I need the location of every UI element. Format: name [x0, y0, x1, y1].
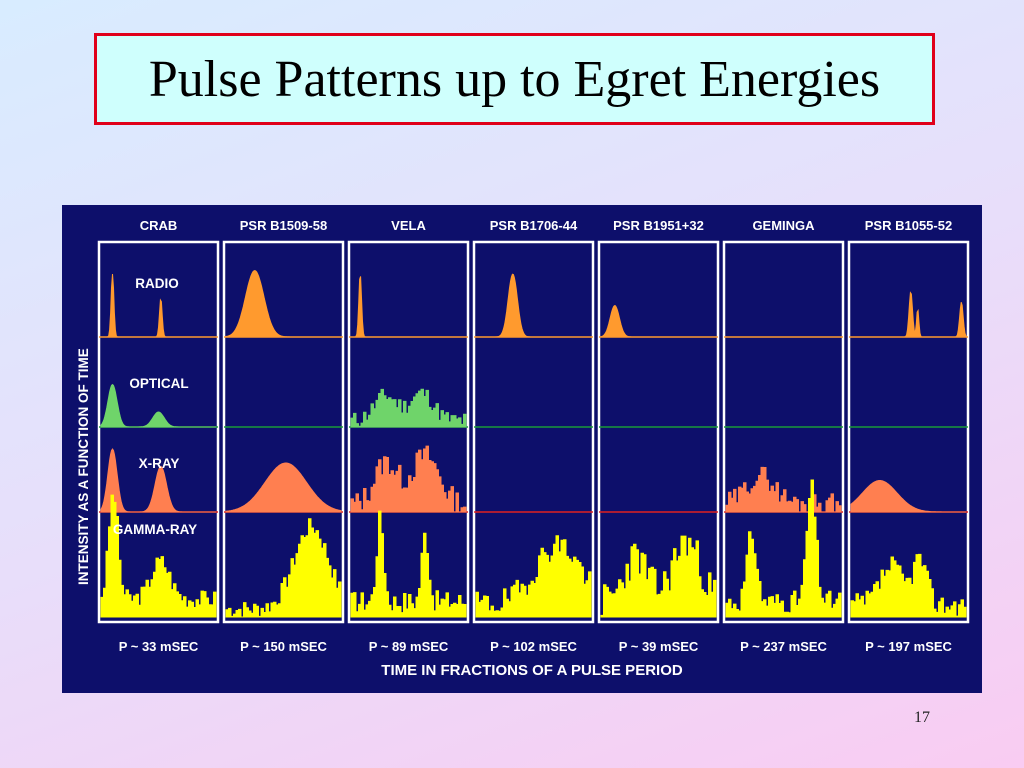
panel-frame: [472, 240, 595, 624]
pulsar-period: P ~ 237 mSEC: [740, 639, 827, 654]
panel-frame: [597, 240, 720, 624]
panel-frame: [222, 240, 345, 624]
pulsar-name: GEMINGA: [752, 218, 815, 233]
xray-band-label: X-RAY: [139, 456, 180, 471]
pulsar-panel: PSR B1951+32 P ~ 39 mSEC: [597, 218, 720, 654]
optical-profile: [350, 388, 467, 428]
page-number: 17: [914, 709, 930, 726]
pulsar-period: P ~ 39 mSEC: [619, 639, 699, 654]
gamma-profile: [100, 494, 217, 618]
pulsar-panel: VELA P ~ 89 mSEC: [347, 218, 470, 654]
pulsar-panel: GEMINGA P ~ 237 mSEC: [722, 218, 845, 654]
gamma-profile: [475, 535, 592, 618]
y-axis-label: INTENSITY AS A FUNCTION OF TIME: [76, 348, 91, 585]
panel-frame: [97, 240, 220, 624]
pulsar-panel: PSR B1509-58 P ~ 150 mSEC: [222, 218, 345, 654]
gamma-band-label: GAMMA-RAY: [113, 522, 197, 537]
pulsar-period: P ~ 150 mSEC: [240, 639, 327, 654]
pulsar-panel: CRAB P ~ 33 mSEC: [97, 218, 220, 654]
xray-profile: [350, 445, 467, 513]
gamma-profile: [600, 535, 717, 618]
radio-profile: [600, 305, 716, 338]
pulsar-panel: PSR B1055-52 P ~ 197 mSEC: [847, 218, 970, 654]
radio-profile: [476, 273, 591, 338]
pulsar-panel: PSR B1706-44 P ~ 102 mSEC: [472, 218, 595, 654]
slide-title: Pulse Patterns up to Egret Energies: [148, 50, 881, 108]
panel-frame: [347, 240, 470, 624]
xray-profile: [725, 466, 842, 513]
gamma-profile: [725, 479, 842, 618]
pulsar-name: PSR B1509-58: [240, 218, 327, 233]
xray-profile: [850, 480, 966, 513]
pulsar-period: P ~ 197 mSEC: [865, 639, 952, 654]
radio-profile: [351, 276, 466, 338]
pulsar-name: PSR B1951+32: [613, 218, 704, 233]
gamma-profile: [850, 553, 967, 618]
radio-band-label: RADIO: [135, 276, 179, 291]
slide-title-box: Pulse Patterns up to Egret Energies: [94, 33, 935, 125]
pulsar-period: P ~ 102 mSEC: [490, 639, 577, 654]
xray-profile: [100, 448, 216, 513]
optical-band-label: OPTICAL: [129, 376, 188, 391]
pulsar-name: PSR B1055-52: [865, 218, 952, 233]
gamma-profile: [350, 510, 467, 618]
x-axis-label: TIME IN FRACTIONS OF A PULSE PERIOD: [381, 662, 683, 679]
pulse-profile-figure: CRAB P ~ 33 mSEC PSR B1509-58 P ~ 150 mSEC V…: [62, 205, 982, 693]
pulsar-name: CRAB: [140, 218, 178, 233]
radio-profile: [225, 269, 341, 338]
radio-profile: [851, 291, 967, 338]
pulsar-period: P ~ 89 mSEC: [369, 639, 449, 654]
gamma-profile: [225, 518, 342, 618]
pulsar-name: PSR B1706-44: [490, 218, 578, 233]
radio-profile: [101, 273, 216, 338]
pulsar-period: P ~ 33 mSEC: [119, 639, 199, 654]
pulsar-name: VELA: [391, 218, 426, 233]
optical-profile: [100, 383, 216, 428]
xray-profile: [225, 462, 342, 513]
panel-frame: [847, 240, 970, 624]
panel-frame: [722, 240, 845, 624]
